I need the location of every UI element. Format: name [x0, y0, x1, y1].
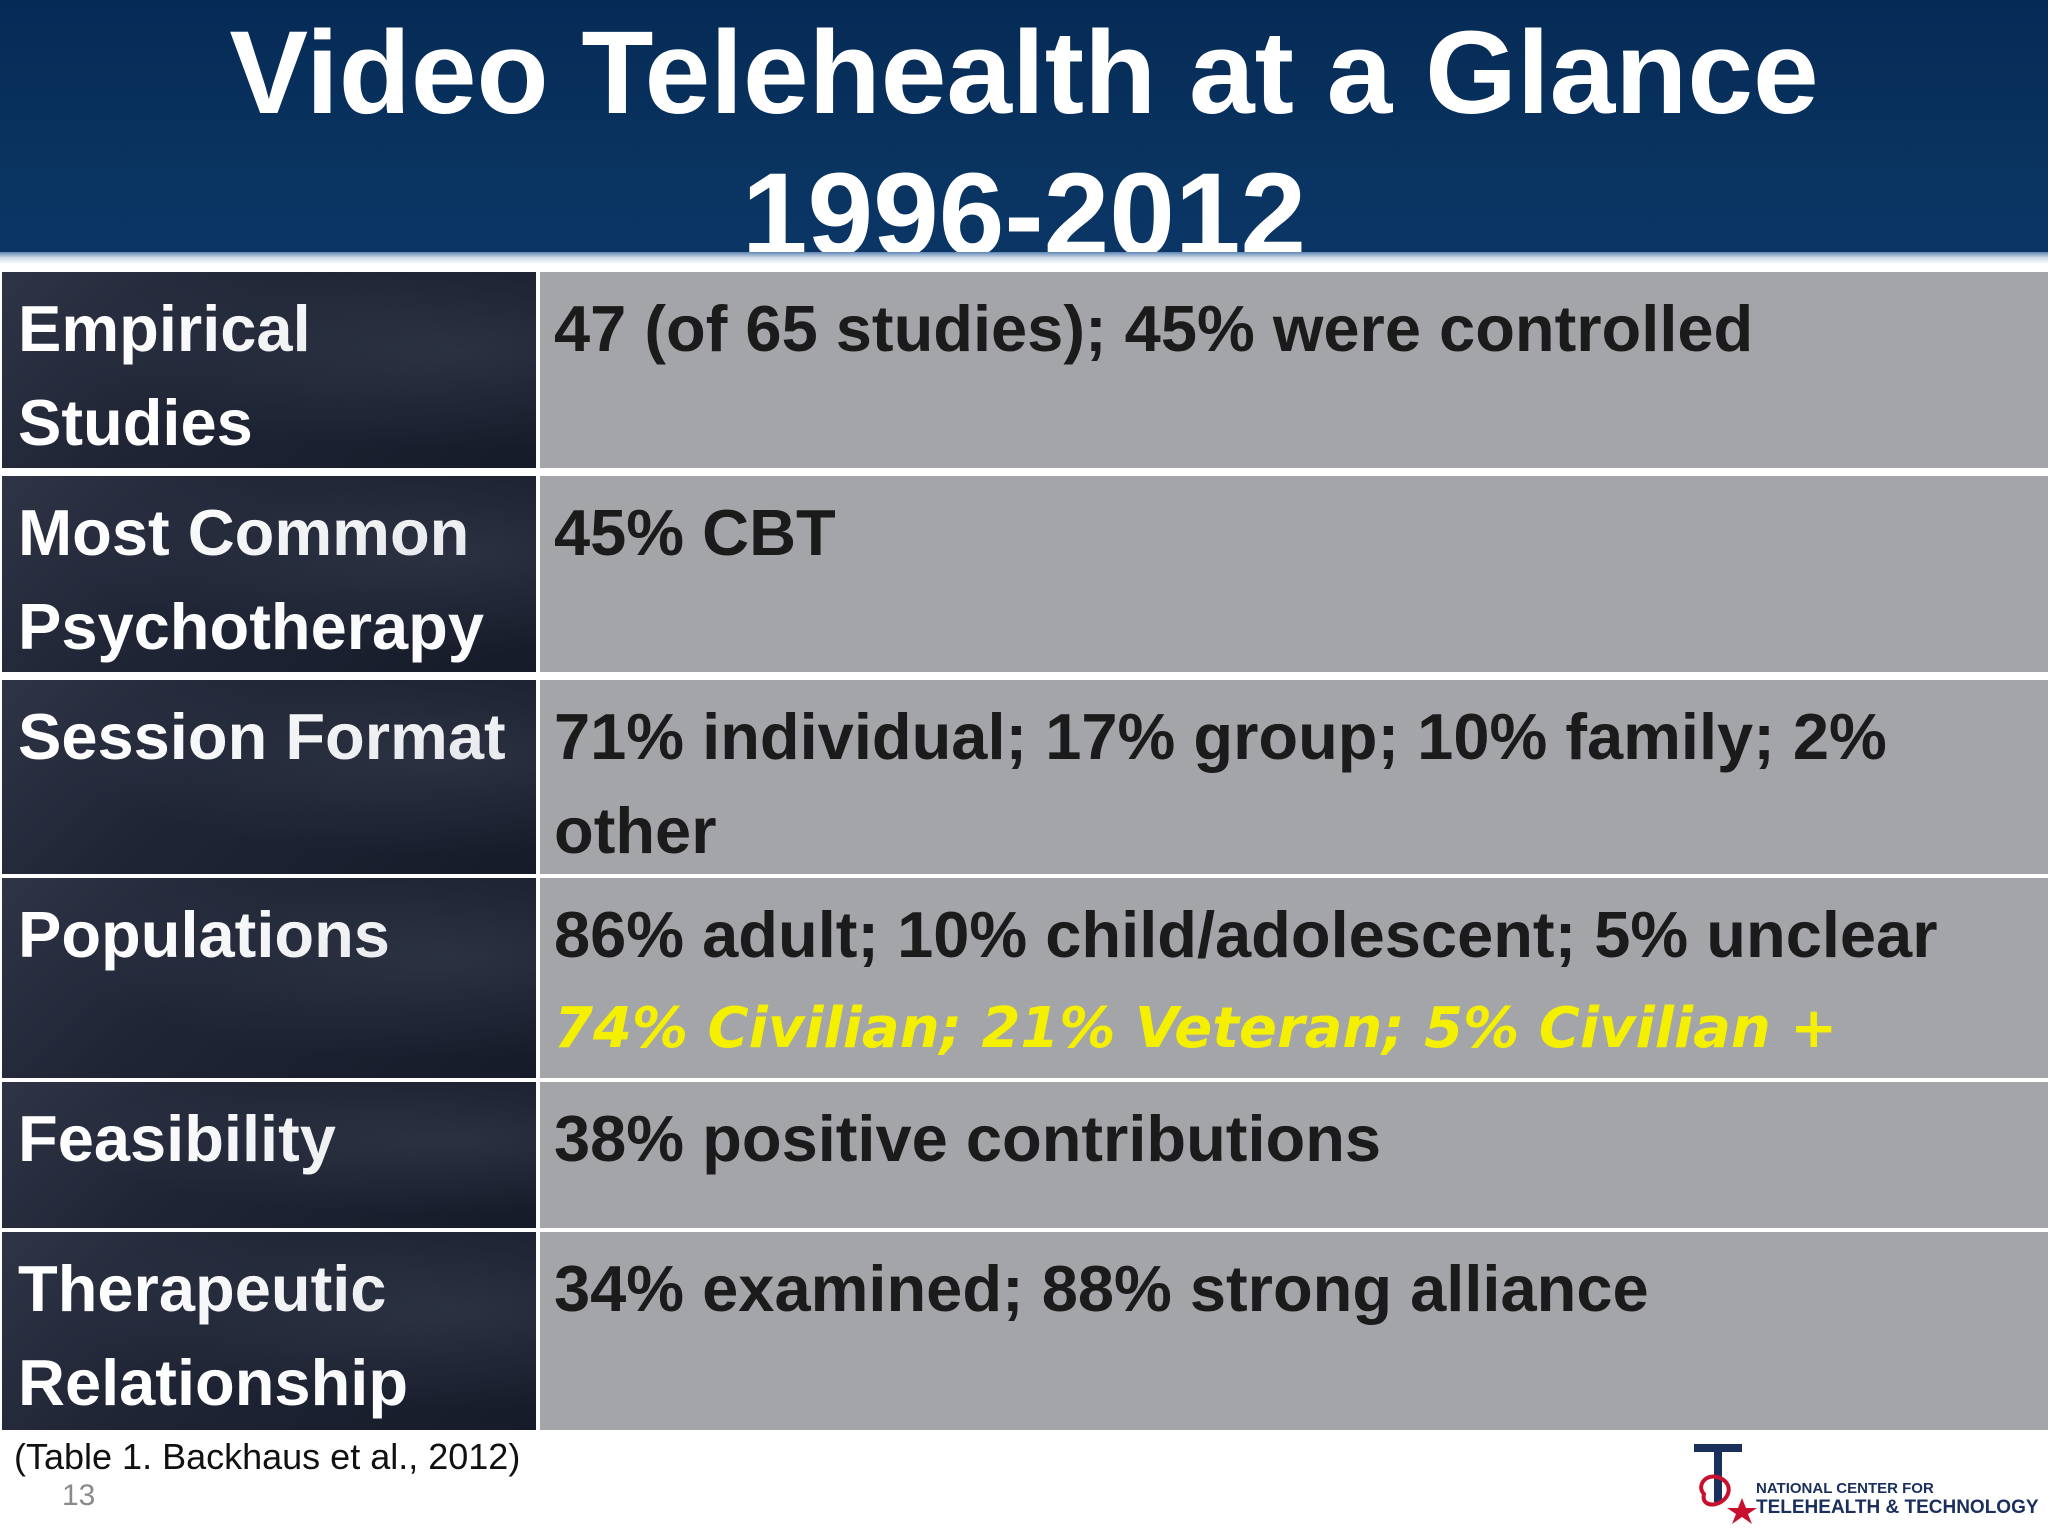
page-number: 13	[62, 1479, 96, 1512]
row-value-text: 71% individual; 17% group; 10% family; 2…	[554, 700, 1887, 867]
row-value: 45% CBT	[540, 476, 2048, 672]
table-row: Session Format 71% individual; 17% group…	[0, 680, 2048, 874]
header-divider	[0, 252, 2048, 264]
row-value: 38% positive contributions	[540, 1082, 2048, 1228]
row-value-text: 47 (of 65 studies); 45% were controlled	[554, 292, 1754, 365]
row-value: 71% individual; 17% group; 10% family; 2…	[540, 680, 2048, 874]
table-row: Most Common Psychotherapy 45% CBT	[0, 476, 2048, 672]
row-value-text: 45% CBT	[554, 496, 836, 569]
t2-logo-icon	[1694, 1444, 1757, 1524]
row-label: Session Format	[2, 680, 536, 874]
organization-logo: NATIONAL CENTER FOR TELEHEALTH & TECHNOL…	[1686, 1438, 2039, 1524]
table-row: Feasibility 38% positive contributions	[0, 1082, 2048, 1228]
table-row: Empirical Studies 47 (of 65 studies); 45…	[0, 272, 2048, 468]
row-label: Therapeutic Relationship	[2, 1232, 536, 1430]
row-label: Most Common Psychotherapy	[2, 476, 536, 672]
row-label: Empirical Studies	[2, 272, 536, 468]
logo-text: NATIONAL CENTER FOR TELEHEALTH & TECHNOL…	[1756, 1480, 2039, 1519]
logo-text-line-1: NATIONAL CENTER FOR	[1756, 1480, 1934, 1497]
citation: (Table 1. Backhaus et al., 2012)	[14, 1436, 521, 1477]
row-value: 34% examined; 88% strong alliance	[540, 1232, 2048, 1430]
table-row: Populations 86% adult; 10% child/adolesc…	[0, 878, 2048, 1155]
row-value: 86% adult; 10% child/adolescent; 5% uncl…	[540, 878, 2048, 1155]
row-value-text: 86% adult; 10% child/adolescent; 5% uncl…	[554, 898, 1938, 971]
slide-title: Video Telehealth at a Glance 1996-2012	[0, 0, 2048, 286]
table-row: Therapeutic Relationship 34% examined; 8…	[0, 1232, 2048, 1430]
title-banner: Video Telehealth at a Glance 1996-2012	[0, 0, 2048, 281]
row-value-text: 34% examined; 88% strong alliance	[554, 1252, 1649, 1325]
logo-text-line-2: TELEHEALTH & TECHNOLOGY	[1756, 1497, 2039, 1518]
row-label: Populations	[2, 878, 536, 1078]
row-label: Feasibility	[2, 1082, 536, 1228]
summary-table: Empirical Studies 47 (of 65 studies); 45…	[0, 272, 2048, 1436]
slide-title-line-1: Video Telehealth at a Glance	[229, 7, 1819, 139]
slide-title-line-2: 1996-2012	[741, 149, 1307, 281]
row-value: 47 (of 65 studies); 45% were controlled	[540, 272, 2048, 468]
row-value-text: 38% positive contributions	[554, 1102, 1382, 1175]
